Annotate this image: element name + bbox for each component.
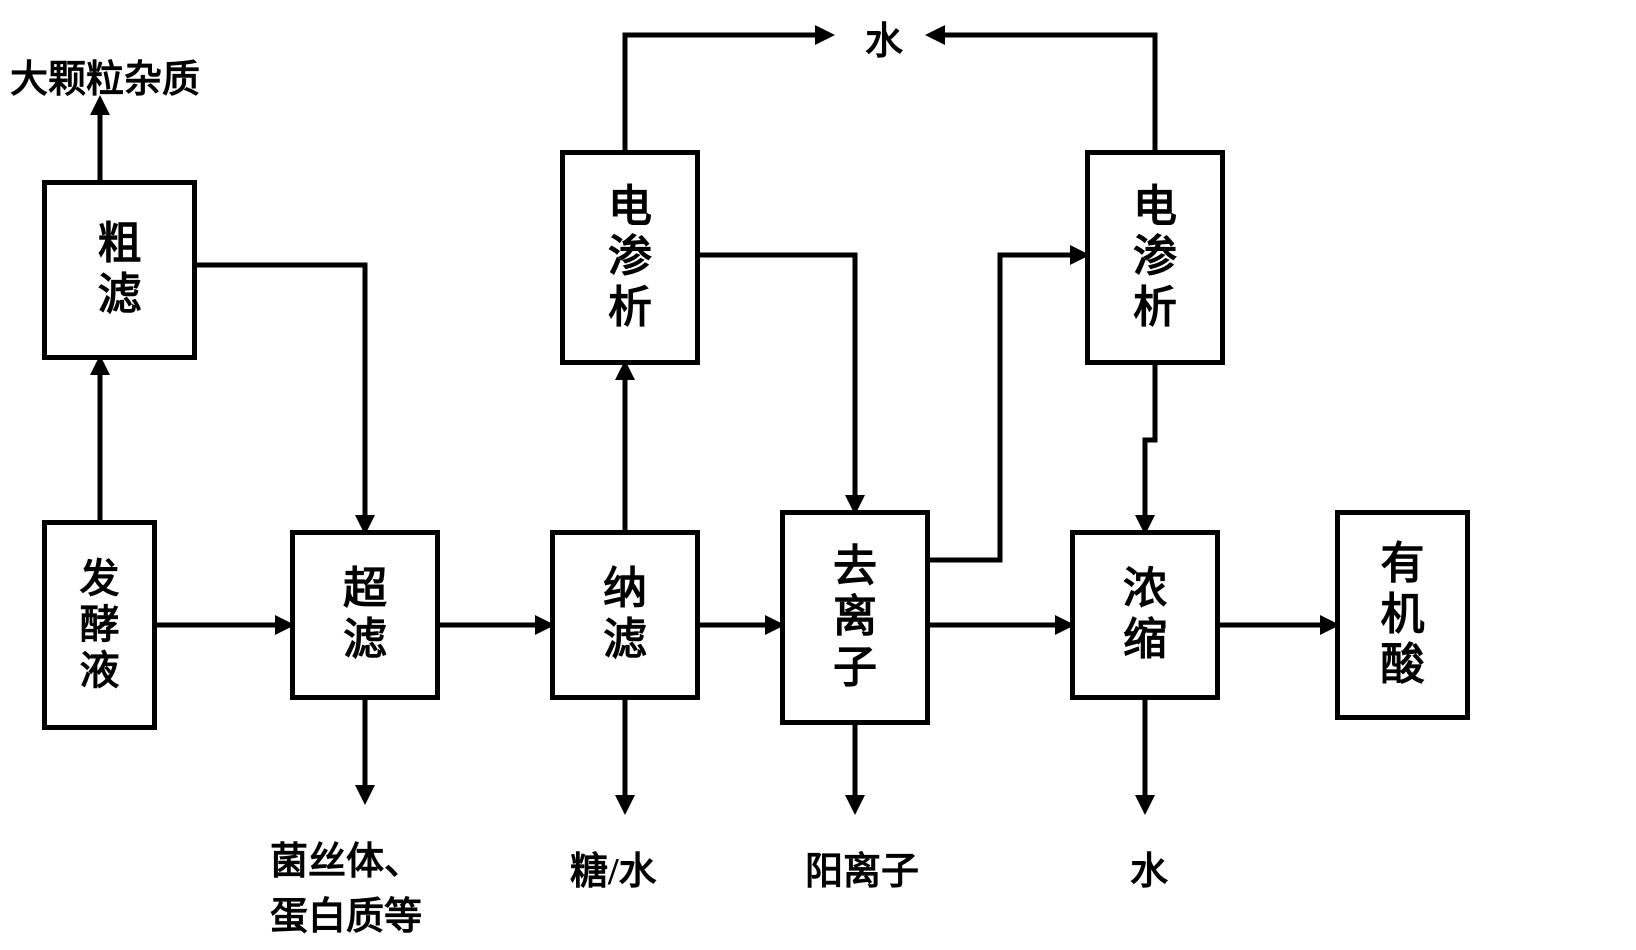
edge-coarse-to-ultra <box>197 265 365 530</box>
edge-ed1-to-deion <box>700 255 855 510</box>
node-label-nanofilter: 纳 滤 <box>603 564 647 665</box>
node-label-electrodialysis2: 电 渗 析 <box>1133 182 1177 334</box>
node-label-concentrate: 浓 缩 <box>1123 564 1167 665</box>
node-ultrafilter: 超 滤 <box>290 530 440 700</box>
edge-ed2-to-conc <box>1145 365 1155 530</box>
edge-deion-to-ed2 <box>930 255 1085 560</box>
node-label-coarse-filter: 粗 滤 <box>98 219 142 320</box>
node-coarse-filter: 粗 滤 <box>42 180 197 360</box>
arrows-layer <box>0 0 1636 950</box>
label-large-particles: 大颗粒杂质 <box>10 48 200 103</box>
edge-ed1-to-water <box>625 35 830 150</box>
label-cations: 阳离子 <box>805 840 919 895</box>
label-water-bottom: 水 <box>1130 840 1168 895</box>
node-label-fermentation: 发 酵 液 <box>80 556 120 694</box>
node-nanofilter: 纳 滤 <box>550 530 700 700</box>
node-fermentation: 发 酵 液 <box>42 520 157 730</box>
node-label-organic-acid: 有 机 酸 <box>1381 539 1425 691</box>
node-label-deionize: 去 离 子 <box>833 542 877 694</box>
label-water-top: 水 <box>865 10 903 65</box>
node-deionize: 去 离 子 <box>780 510 930 725</box>
node-concentrate: 浓 缩 <box>1070 530 1220 700</box>
node-electrodialysis1: 电 渗 析 <box>560 150 700 365</box>
node-label-ultrafilter: 超 滤 <box>343 564 387 665</box>
label-mycelium: 菌丝体、 蛋白质等 <box>270 830 422 940</box>
node-label-electrodialysis1: 电 渗 析 <box>608 182 652 334</box>
node-organic-acid: 有 机 酸 <box>1335 510 1470 720</box>
flowchart-stage: 发 酵 液 粗 滤超 滤 纳 滤 电 渗 析去 离 子 电 渗 析浓 缩 有 机 酸 大颗粒… <box>0 0 1636 950</box>
edge-ed2-to-water <box>930 35 1155 150</box>
node-electrodialysis2: 电 渗 析 <box>1085 150 1225 365</box>
label-sugar-water: 糖/水 <box>570 840 657 895</box>
